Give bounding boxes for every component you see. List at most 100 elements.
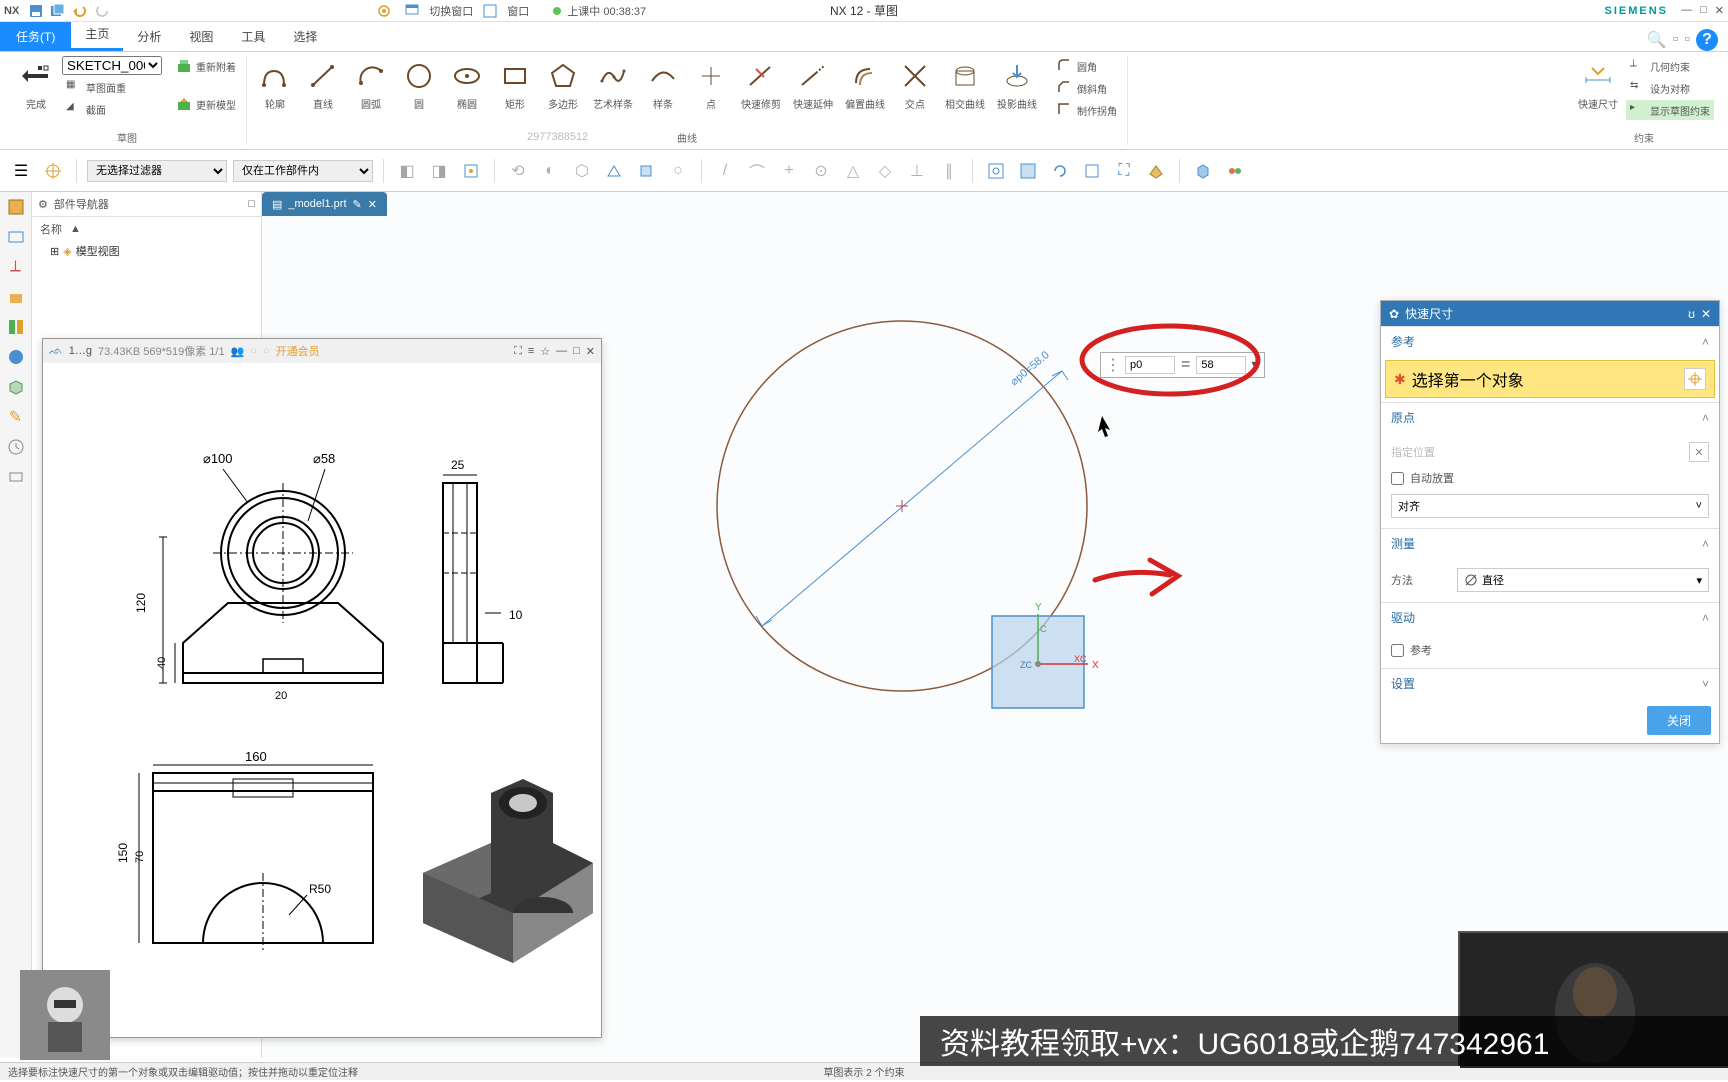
- switch-window-icon[interactable]: [403, 2, 421, 20]
- section-reference-header[interactable]: 参考˄: [1381, 327, 1719, 356]
- ref-vip[interactable]: 开通会员: [276, 343, 320, 359]
- ellipse-button[interactable]: 椭圆: [445, 56, 489, 113]
- layer-icon[interactable]: [1222, 158, 1248, 184]
- select-first-object-row[interactable]: ✱ 选择第一个对象: [1385, 360, 1715, 398]
- snap-icon-1[interactable]: /: [712, 158, 738, 184]
- sketch-grid-button[interactable]: ▦草图面重: [62, 77, 162, 97]
- sel-icon-8[interactable]: [633, 158, 659, 184]
- tree-item-model-view[interactable]: ⊞ ◈ 模型视图: [32, 241, 261, 261]
- pin-icon[interactable]: □: [248, 198, 255, 210]
- sel-icon-4[interactable]: ⟲: [505, 158, 531, 184]
- tab-view[interactable]: 视图: [175, 22, 227, 51]
- dialog-close-icon[interactable]: ✕: [1701, 307, 1711, 321]
- close-file-icon[interactable]: ✕: [368, 198, 377, 211]
- view-zoom-icon[interactable]: [1015, 158, 1041, 184]
- dim-handle-icon[interactable]: ⋮: [1103, 355, 1123, 375]
- ref-circle1-icon[interactable]: ○: [250, 345, 257, 357]
- clock-icon[interactable]: [5, 436, 27, 458]
- column-header[interactable]: 名称 ▲: [32, 217, 261, 241]
- sel-icon-9[interactable]: ○: [665, 158, 691, 184]
- dialog-close-button[interactable]: 关闭: [1647, 706, 1711, 735]
- method-combo[interactable]: 直径 ▾: [1457, 568, 1709, 592]
- constraint-navigator-icon[interactable]: ⟂: [5, 256, 27, 278]
- history-icon[interactable]: [5, 376, 27, 398]
- clear-origin-icon[interactable]: ✕: [1689, 442, 1709, 462]
- auto-place-checkbox[interactable]: [1391, 472, 1404, 485]
- dim-name-input[interactable]: [1125, 356, 1175, 374]
- system-icon[interactable]: [5, 466, 27, 488]
- tab-tools[interactable]: 工具: [227, 22, 279, 51]
- menu-icon[interactable]: ☰: [8, 158, 34, 184]
- update-model-button[interactable]: 更新模型: [172, 94, 240, 114]
- snap-icon-8[interactable]: ∥: [936, 158, 962, 184]
- sel-icon-3[interactable]: [458, 158, 484, 184]
- file-tab[interactable]: ▤ _model1.prt ✎ ✕: [262, 192, 387, 216]
- roles-icon[interactable]: ✎: [5, 406, 27, 428]
- profile-button[interactable]: 轮廓: [253, 56, 297, 113]
- view-rotate-icon[interactable]: [1047, 158, 1073, 184]
- save-icon[interactable]: [27, 2, 45, 20]
- view-style-icon[interactable]: [1143, 158, 1169, 184]
- snap-icon-4[interactable]: ⊙: [808, 158, 834, 184]
- ref-expand-icon[interactable]: ⛶: [514, 345, 522, 358]
- section-drive-header[interactable]: 驱动˄: [1381, 603, 1719, 632]
- ribbon-opt2-icon[interactable]: ▫: [1684, 31, 1690, 49]
- tab-home[interactable]: 主页: [71, 19, 123, 51]
- circle-button[interactable]: 圆: [397, 56, 441, 113]
- ribbon-opt-icon[interactable]: ▫: [1673, 31, 1679, 49]
- cursor-target-icon[interactable]: [40, 158, 66, 184]
- ref-pin-icon[interactable]: ☆: [540, 345, 550, 358]
- search-icon[interactable]: 🔍: [1647, 30, 1667, 50]
- web-browser-icon[interactable]: [5, 346, 27, 368]
- hd3d-icon[interactable]: [5, 316, 27, 338]
- section-measure-header[interactable]: 测量˄: [1381, 529, 1719, 558]
- studio-spline-button[interactable]: 艺术样条: [589, 56, 637, 113]
- make-corner-button[interactable]: 制作拐角: [1053, 100, 1121, 120]
- symmetric-button[interactable]: ⇆设为对称: [1626, 78, 1714, 98]
- reattach-button[interactable]: 重新附着: [172, 56, 240, 76]
- save-all-icon[interactable]: [49, 2, 67, 20]
- offset-curve-button[interactable]: 偏置曲线: [841, 56, 889, 113]
- snap-icon-7[interactable]: ⊥: [904, 158, 930, 184]
- ref-people-icon[interactable]: 👥: [231, 345, 245, 358]
- fillet-button[interactable]: 圆角: [1053, 56, 1121, 76]
- align-combo[interactable]: 对齐˅: [1391, 494, 1709, 518]
- polygon-button[interactable]: 多边形: [541, 56, 585, 113]
- window-label[interactable]: 窗口: [507, 3, 529, 19]
- intersect-point-button[interactable]: 交点: [893, 56, 937, 113]
- ref-menu-icon[interactable]: ≡: [528, 345, 534, 358]
- intersect-curve-button[interactable]: 相交曲线: [941, 56, 989, 113]
- chamfer-button[interactable]: 倒斜角: [1053, 78, 1121, 98]
- close-icon[interactable]: ✕: [1715, 4, 1724, 17]
- sel-icon-1[interactable]: ◧: [394, 158, 420, 184]
- project-curve-button[interactable]: 投影曲线: [993, 56, 1041, 113]
- sel-icon-5[interactable]: ◐: [537, 158, 563, 184]
- finish-sketch-button[interactable]: 完成: [14, 56, 58, 113]
- snap-icon-3[interactable]: +: [776, 158, 802, 184]
- undo-icon[interactable]: [71, 2, 89, 20]
- snap-icon-6[interactable]: ◇: [872, 158, 898, 184]
- point-button[interactable]: 点: [689, 56, 733, 113]
- part-navigator-icon[interactable]: [5, 196, 27, 218]
- task-tab[interactable]: 任务(T): [0, 22, 71, 51]
- section-origin-header[interactable]: 原点˄: [1381, 403, 1719, 432]
- sketch-name-combo[interactable]: SKETCH_000: [62, 56, 162, 75]
- pick-target-icon[interactable]: [1684, 368, 1706, 390]
- filter-combo[interactable]: 无选择过滤器: [87, 160, 227, 182]
- snap-icon-5[interactable]: △: [840, 158, 866, 184]
- assembly-navigator-icon[interactable]: [5, 226, 27, 248]
- rectangle-button[interactable]: 矩形: [493, 56, 537, 113]
- snap-icon-2[interactable]: ⌒: [744, 158, 770, 184]
- dialog-title-bar[interactable]: ✿ 快速尺寸 ʊ ✕: [1381, 301, 1719, 326]
- section-button[interactable]: ◢截面: [62, 99, 162, 119]
- redo-icon[interactable]: [93, 2, 111, 20]
- help-icon[interactable]: ?: [1696, 29, 1718, 51]
- gear-icon[interactable]: ⚙: [38, 198, 48, 211]
- show-constraint-button[interactable]: ▸显示草图约束: [1626, 100, 1714, 120]
- maximize-icon[interactable]: □: [1700, 4, 1707, 17]
- rapid-dimension-button[interactable]: 快速尺寸: [1574, 56, 1622, 113]
- dim-dropdown-icon[interactable]: ▾: [1248, 355, 1262, 375]
- ref-min-icon[interactable]: —: [556, 345, 567, 358]
- tab-analysis[interactable]: 分析: [123, 22, 175, 51]
- tab-select[interactable]: 选择: [279, 22, 331, 51]
